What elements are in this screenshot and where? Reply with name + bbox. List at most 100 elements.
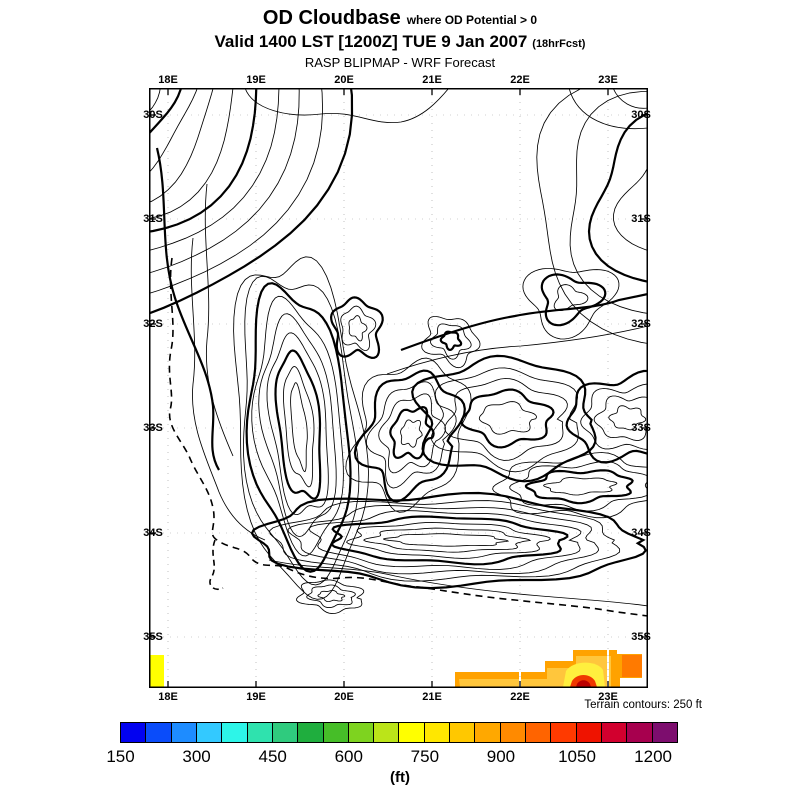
terrain-contour xyxy=(250,491,648,590)
valid-time: Valid 1400 LST [1200Z] TUE 9 Jan 2007 xyxy=(214,32,528,51)
map-frame xyxy=(149,88,648,688)
lat-label-right: 34S xyxy=(631,527,651,539)
terrain-contour xyxy=(244,88,450,124)
terrain-contour xyxy=(149,88,214,203)
terrain-contour xyxy=(509,461,648,512)
terrain-contour xyxy=(149,88,198,174)
lat-label-right: 33S xyxy=(631,422,651,434)
cloudbase-fill-patch xyxy=(622,655,642,677)
terrain-contour xyxy=(233,256,369,600)
lon-label-top: 20E xyxy=(334,74,354,86)
lon-label-bottom: 23E xyxy=(598,691,618,703)
terrain-contour xyxy=(478,401,537,435)
terrain-contour xyxy=(274,349,322,500)
colorbar-cell xyxy=(500,723,526,742)
colorbar-cell xyxy=(424,723,451,742)
terrain-contour xyxy=(439,330,463,352)
colorbar-cell xyxy=(627,723,653,742)
cloudbase-fill-patch xyxy=(150,655,164,687)
colorbar-cell xyxy=(247,723,273,742)
terrain-contour xyxy=(306,584,356,609)
lon-label-bottom: 18E xyxy=(158,691,178,703)
colorbar-tick: 1050 xyxy=(558,747,596,766)
lat-label-left: 31S xyxy=(143,213,163,225)
terrain-contour xyxy=(290,382,308,473)
terrain-contour xyxy=(149,88,280,251)
terrain-contour xyxy=(346,522,551,559)
terrain-contour xyxy=(444,378,568,461)
cloudbase-fill-patch xyxy=(576,680,591,687)
colorbar-cell xyxy=(475,723,501,742)
terrain-contour xyxy=(353,369,466,503)
terrain-contour xyxy=(149,88,234,219)
lat-label-right: 30S xyxy=(631,109,651,121)
colorbar-tick: 600 xyxy=(334,747,363,766)
terrain-contour xyxy=(430,323,472,360)
terrain-contour xyxy=(540,273,607,327)
forecast-map xyxy=(149,88,648,688)
colorbar-cell xyxy=(526,723,552,742)
terrain-contour xyxy=(383,533,510,547)
coastline-dashed xyxy=(209,539,224,591)
lon-label-top: 22E xyxy=(510,74,530,86)
terrain-contour xyxy=(340,305,377,351)
terrain-contour xyxy=(296,579,365,615)
terrain-contour xyxy=(378,393,446,474)
colorbar-cell xyxy=(323,723,349,742)
lon-label-bottom: 21E xyxy=(422,691,442,703)
terrain-contour xyxy=(580,383,648,451)
terrain-contour xyxy=(460,388,555,449)
terrain-contour xyxy=(366,381,457,489)
lat-label-left: 35S xyxy=(143,631,163,643)
colorbar-cell xyxy=(399,723,425,742)
terrain-contour xyxy=(149,88,354,315)
title-condition: where OD Potential > 0 xyxy=(406,13,538,27)
terrain-contour xyxy=(386,325,648,375)
terrain-contour xyxy=(543,477,618,496)
lon-label-bottom: 20E xyxy=(334,691,354,703)
terrain-contour xyxy=(251,295,344,557)
terrain-contour xyxy=(593,395,648,441)
colorbar-cell xyxy=(601,723,628,742)
terrain-contour xyxy=(492,452,648,519)
colorbar-tick: 1200 xyxy=(634,747,673,766)
terrain-contour xyxy=(608,405,647,431)
terrain-contour xyxy=(308,510,582,570)
terrain-contour xyxy=(283,366,315,488)
colorbar-cell xyxy=(551,723,577,742)
terrain-contour xyxy=(266,332,329,516)
terrain-contour xyxy=(524,469,634,505)
valid-time-line: Valid 1400 LST [1200Z] TUE 9 Jan 2007 (18… xyxy=(0,32,800,52)
terrain-contour-map xyxy=(149,88,648,688)
terrain-contour xyxy=(587,112,648,283)
colorbar-cell xyxy=(450,723,476,742)
lat-label-left: 34S xyxy=(143,527,163,539)
terrain-contour xyxy=(269,500,621,582)
lon-label-top: 21E xyxy=(422,74,442,86)
terrain-contour xyxy=(536,88,648,344)
page-title: OD Cloudbase where OD Potential > 0 xyxy=(0,7,800,30)
colorbar-tick: 300 xyxy=(182,747,211,766)
lat-label-left: 30S xyxy=(143,109,163,121)
terrain-contour xyxy=(613,166,648,251)
terrain-contour xyxy=(242,275,360,586)
lon-label-top: 19E xyxy=(246,74,266,86)
terrain-contour xyxy=(204,183,234,457)
lat-label-left: 32S xyxy=(143,318,163,330)
colorbar-cell xyxy=(171,723,197,742)
colorbar-cell xyxy=(374,723,400,742)
lat-label-right: 35S xyxy=(631,631,651,643)
colorbar-cell xyxy=(146,723,172,742)
terrain-contour xyxy=(345,357,472,513)
terrain-contour xyxy=(149,88,324,294)
terrain-contour xyxy=(348,315,368,342)
colorbar-cell xyxy=(121,723,147,742)
colorbar-cell xyxy=(298,723,324,742)
terrain-contour xyxy=(268,559,648,607)
colorbar-cell xyxy=(576,723,602,742)
terrain-contour xyxy=(329,296,384,360)
terrain-contour xyxy=(258,313,337,538)
terrain-contour xyxy=(421,316,481,369)
terrain-contour xyxy=(330,515,569,566)
colorbar-cell xyxy=(652,723,677,742)
